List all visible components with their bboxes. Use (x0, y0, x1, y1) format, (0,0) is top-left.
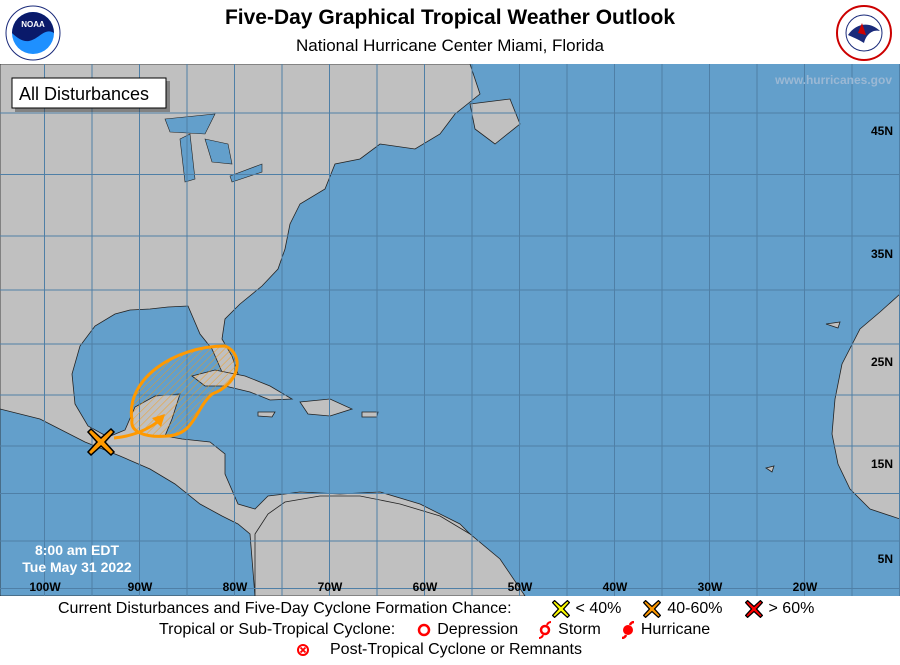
longitude-label: 80W (223, 580, 248, 594)
lat-lon-grid (0, 64, 900, 596)
cyclone-label: Tropical or Sub-Tropical Cyclone: (159, 621, 396, 638)
legend-hurricane: Hurricane (640, 621, 711, 638)
canaries (825, 321, 841, 329)
legend-medium: 40-60% (667, 600, 723, 617)
latitude-label: 35N (871, 247, 893, 261)
post-tropical-icon (297, 644, 309, 656)
latitude-label: 5N (878, 552, 893, 566)
newfoundland (469, 98, 521, 145)
longitude-label: 90W (128, 580, 153, 594)
page-subtitle: National Hurricane Center Miami, Florida (295, 36, 604, 55)
header: NOAA Five-Day Graphical Tropical Weather… (0, 0, 900, 64)
orange-x-icon (643, 600, 662, 618)
land (0, 64, 900, 596)
jamaica (257, 411, 276, 418)
latitude-label: 25N (871, 355, 893, 369)
formation-label: Current Disturbances and Five-Day Cyclon… (58, 600, 512, 617)
legend-high: > 60% (768, 600, 815, 617)
legend-post-tropical: Post-Tropical Cyclone or Remnants (330, 641, 582, 658)
nws-logo (836, 5, 892, 61)
noaa-logo: NOAA (5, 5, 61, 61)
outlook-map: All Disturbances www.hurricanes.gov 8:00… (0, 64, 900, 596)
yellow-x-icon (551, 600, 570, 618)
storm-icon (539, 621, 552, 639)
latitude-label: 45N (871, 124, 893, 138)
arrow-head-icon (152, 414, 165, 427)
legend-storm: Storm (558, 621, 601, 638)
svg-text:NOAA: NOAA (21, 20, 45, 29)
formation-area (113, 344, 239, 440)
cape-verde (765, 465, 775, 473)
great-lakes (164, 113, 263, 183)
issued-date: Tue May 31 2022 (22, 559, 132, 575)
hurricane-icon (621, 621, 634, 639)
formation-area-outline (129, 344, 239, 438)
longitude-label: 100W (29, 580, 61, 594)
longitude-label: 50W (508, 580, 533, 594)
red-x-icon (744, 600, 763, 618)
longitude-label: 30W (698, 580, 723, 594)
puerto-rico (361, 411, 379, 418)
longitude-label: 60W (413, 580, 438, 594)
legend-low: < 40% (575, 600, 622, 617)
longitude-label: 70W (318, 580, 343, 594)
longitude-label: 20W (793, 580, 818, 594)
depression-icon (417, 623, 431, 637)
page-title: Five-Day Graphical Tropical Weather Outl… (224, 6, 676, 29)
legend-depression: Depression (437, 621, 519, 638)
watermark: www.hurricanes.gov (774, 73, 892, 87)
latitude-label: 15N (871, 457, 893, 471)
panel-label-box: All Disturbances (11, 77, 170, 112)
longitude-label: 40W (603, 580, 628, 594)
africa (831, 293, 900, 520)
hispaniola (299, 398, 354, 417)
issued-time: 8:00 am EDT (35, 542, 119, 558)
panel-label: All Disturbances (19, 84, 149, 104)
pacific-coast (0, 408, 256, 596)
disturbance-marker-orange-x[interactable] (86, 427, 116, 457)
